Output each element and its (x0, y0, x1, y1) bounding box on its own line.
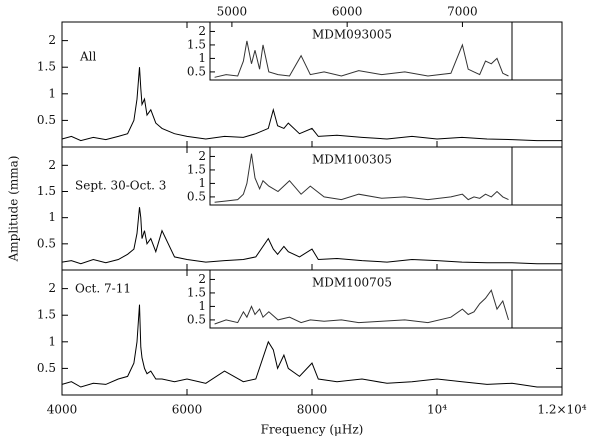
spectrum (61, 304, 562, 388)
x-tick-label: 1.2×10⁴ (537, 403, 586, 417)
inset-y-tick-label: 1 (198, 51, 206, 65)
inset-x-tick-label: 5000 (217, 5, 248, 19)
y-tick-label: 0.5 (37, 113, 56, 127)
inset-y-tick-label: 1 (198, 176, 206, 190)
inset-title: MDM100305 (312, 153, 392, 167)
spectrum (61, 67, 562, 142)
inset-x-tick-label: 6000 (332, 5, 363, 19)
inset-spectrum (214, 153, 509, 203)
y-tick-label: 1 (48, 334, 56, 348)
inset-y-tick-label: 1.5 (187, 285, 206, 299)
x-tick-label: 6000 (172, 403, 203, 417)
y-tick-label: 0.5 (37, 361, 56, 375)
x-tick-label: 4000 (47, 403, 78, 417)
panel-label: Oct. 7-11 (75, 282, 131, 296)
y-tick-label: 1 (48, 210, 56, 224)
inset-y-tick-label: 2 (198, 24, 206, 38)
inset-y-tick-label: 1.5 (187, 37, 206, 51)
panel-label: All (79, 50, 97, 64)
y-tick-label: 1 (48, 86, 56, 100)
x-tick-label: 8000 (297, 403, 328, 417)
inset-y-tick-label: 0.5 (187, 189, 206, 203)
x-axis-label: Frequency (μHz) (261, 423, 364, 437)
y-tick-label: 1.5 (37, 60, 56, 74)
inset-y-tick-label: 1 (198, 299, 206, 313)
x-tick-label: 10⁴ (427, 403, 447, 417)
y-tick-label: 0.5 (37, 236, 56, 250)
inset-spectrum (214, 40, 509, 78)
inset-x-tick-label: 7000 (447, 5, 478, 19)
inset-title: MDM093005 (312, 28, 392, 42)
spectrum (61, 207, 562, 265)
panel-label: Sept. 30-Oct. 3 (75, 179, 166, 193)
inset-frame (209, 146, 563, 206)
y-tick-label: 1.5 (37, 184, 56, 198)
inset-spectrum (214, 289, 509, 325)
y-axis-label: Amplitude (mma) (7, 156, 21, 263)
inset-y-tick-label: 1.5 (187, 162, 206, 176)
y-tick-label: 2 (48, 281, 56, 295)
inset-y-tick-label: 2 (198, 149, 206, 163)
y-tick-label: 2 (48, 33, 56, 47)
inset-y-tick-label: 0.5 (187, 64, 206, 78)
y-tick-label: 1.5 (37, 308, 56, 322)
inset-title: MDM100705 (312, 276, 392, 290)
y-tick-label: 2 (48, 158, 56, 172)
inset-y-tick-label: 0.5 (187, 312, 206, 326)
inset-y-tick-label: 2 (198, 272, 206, 286)
inset-frame (209, 269, 563, 329)
